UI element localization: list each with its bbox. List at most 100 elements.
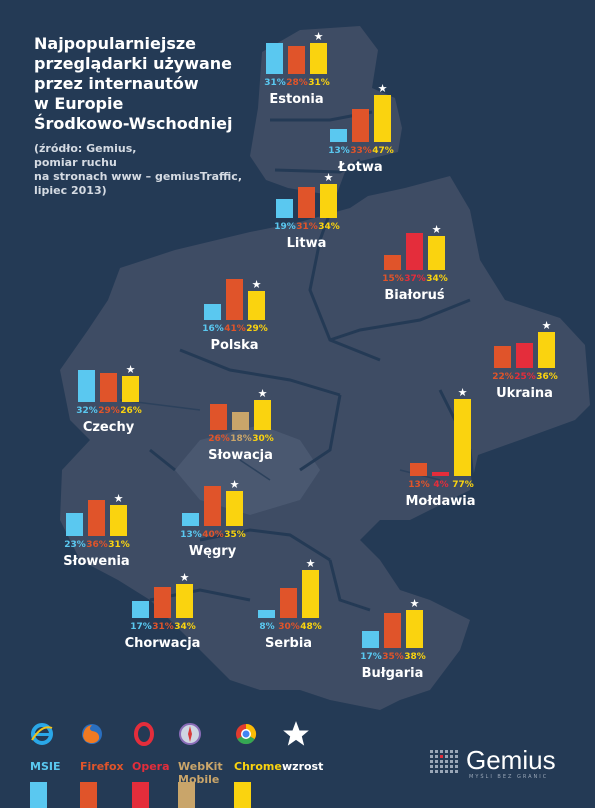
- title-line: w Europie: [34, 94, 124, 113]
- source-line: pomiar ruchu: [34, 156, 117, 169]
- bar-msie: [330, 129, 347, 142]
- country-name: Słowacja: [208, 448, 273, 463]
- bar-firefox: [204, 486, 221, 526]
- data-label: 48%: [300, 622, 322, 632]
- title-line: Najpopularniejsze: [34, 34, 197, 53]
- bar-chrome: [122, 376, 139, 402]
- country-name: Czechy: [82, 420, 135, 435]
- data-label: 26%: [208, 434, 230, 444]
- bar-firefox: [298, 187, 315, 218]
- bar-msie: [182, 513, 199, 526]
- star-icon: ★: [305, 557, 316, 570]
- data-label: 34%: [318, 222, 340, 232]
- bar-chrome: [110, 505, 127, 536]
- bar-chrome: [320, 184, 337, 218]
- star-icon: ★: [125, 363, 136, 376]
- source-line: na stronach www – gemiusTraffic,: [34, 170, 243, 183]
- data-label: 30%: [278, 622, 300, 632]
- data-label: 19%: [274, 222, 296, 232]
- bar-msie: [204, 304, 221, 320]
- legend-swatch-chrome: [234, 782, 251, 808]
- bar-opera: [516, 343, 533, 368]
- source-note: (źródło: Gemius, pomiar ruchu na stronac…: [34, 142, 274, 198]
- gemius-logo-text: Gemius: [466, 745, 556, 775]
- data-label: 31%: [108, 540, 130, 550]
- gemius-logo: Gemius MYŚLI BEZ GRANIC: [430, 746, 570, 782]
- bar-firefox: [352, 109, 369, 142]
- bar-firefox: [88, 500, 105, 536]
- data-label: 36%: [86, 540, 108, 550]
- bar-msie: [78, 370, 95, 402]
- data-label: 41%: [224, 324, 246, 334]
- star-icon: ★: [113, 492, 124, 505]
- bar-firefox: [100, 373, 117, 402]
- legend-swatch-webkit: [178, 782, 195, 808]
- bar-chrome: [538, 332, 555, 368]
- gemius-logo-tagline: MYŚLI BEZ GRANIC: [469, 774, 549, 780]
- star-icon: ★: [323, 171, 334, 184]
- country-name: Chorwacja: [124, 636, 201, 651]
- bar-firefox: [384, 613, 401, 648]
- star-icon: ★: [377, 82, 388, 95]
- star-icon: ★: [409, 597, 420, 610]
- bar-msie: [66, 513, 83, 536]
- safari-icon: [179, 723, 201, 745]
- data-label: 77%: [452, 480, 474, 490]
- bar-firefox: [288, 46, 305, 74]
- bar-firefox: [280, 588, 297, 618]
- firefox-icon: [82, 724, 102, 744]
- data-label: 35%: [224, 530, 246, 540]
- data-label: 13%: [328, 146, 350, 156]
- data-label: 13%: [408, 480, 430, 490]
- bar-firefox: [154, 587, 171, 618]
- country-name: Bułgaria: [361, 666, 424, 681]
- bar-opera: [406, 233, 423, 270]
- title-line: przeglądarki używane: [34, 54, 233, 73]
- title-line: Środkowo-Wschodniej: [34, 114, 233, 133]
- bar-opera: [432, 472, 449, 476]
- data-label: 35%: [382, 652, 404, 662]
- country-name: Polska: [210, 338, 259, 353]
- data-label: 33%: [350, 146, 372, 156]
- data-label: 22%: [492, 372, 514, 382]
- bar-firefox: [494, 346, 511, 368]
- data-label: 23%: [64, 540, 86, 550]
- data-label: 17%: [360, 652, 382, 662]
- bar-firefox: [384, 255, 401, 270]
- bar-chrome: [374, 95, 391, 142]
- country-name: Serbia: [264, 636, 313, 651]
- bar-msie: [132, 601, 149, 618]
- bar-msie: [266, 43, 283, 74]
- bar-webkit-mobile: [232, 412, 249, 430]
- legend-swatch-msie: [30, 782, 47, 808]
- bar-chrome: [428, 236, 445, 270]
- data-label: 37%: [404, 274, 426, 284]
- star-icon: ★: [257, 387, 268, 400]
- country-name: Ukraina: [496, 386, 553, 401]
- star-icon: ★: [251, 278, 262, 291]
- legend-label-chrome: Chrome: [234, 760, 282, 773]
- bar-chrome: [302, 570, 319, 618]
- data-label: 25%: [514, 372, 536, 382]
- country-name: Słowenia: [63, 554, 130, 569]
- star-icon: ★: [541, 319, 552, 332]
- data-label: 30%: [252, 434, 274, 444]
- legend-label-star: wzrost: [282, 760, 324, 773]
- data-label: 15%: [382, 274, 404, 284]
- data-label: 4%: [433, 480, 449, 490]
- data-label: 29%: [98, 406, 120, 416]
- legend-swatch-firefox: [80, 782, 97, 808]
- country-name: Mołdawia: [405, 494, 476, 509]
- data-label: 28%: [286, 78, 308, 88]
- data-label: 26%: [120, 406, 142, 416]
- bar-chrome: [310, 43, 327, 74]
- country-name: Białoruś: [384, 288, 445, 303]
- country-name: Litwa: [286, 236, 327, 251]
- land-main: [60, 176, 590, 710]
- country-name: Estonia: [269, 92, 324, 107]
- star-icon: ★: [431, 223, 442, 236]
- bar-chrome: [454, 399, 471, 476]
- country-name: Łotwa: [338, 160, 383, 175]
- bar-msie: [362, 631, 379, 648]
- data-label: 31%: [152, 622, 174, 632]
